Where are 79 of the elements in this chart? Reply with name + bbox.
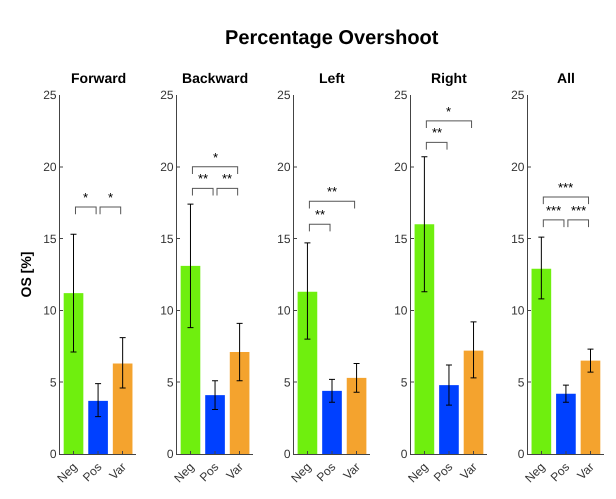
y-tick-label: 20 [43,160,57,174]
y-tick-label: 10 [43,304,57,318]
y-tick-label: 5 [518,375,525,390]
y-tick-label: 25 [277,88,291,102]
x-tick-label: Neg [54,460,80,486]
x-tick-label: Var [574,460,597,482]
annotation: ** [327,184,338,199]
chart-title: Left [319,70,345,86]
bar [322,390,342,454]
y-tick-label: 15 [160,232,174,246]
chart-title: Forward [71,70,126,86]
y-tick-label: 15 [511,232,525,246]
annotation: ** [198,171,208,186]
bar [112,364,132,454]
y-tick-label: 15 [43,232,57,246]
y-tick-label: 15 [394,232,408,246]
x-tick-label: Pos [314,460,338,484]
annotation: ** [315,207,326,222]
annotation: *** [558,180,574,195]
x-tick-label: Pos [548,460,572,484]
y-tick-label: 5 [166,375,174,390]
bar [414,224,434,454]
y-tick-label: 25 [394,88,408,102]
x-tick-label: Pos [430,460,456,484]
bar [64,293,84,454]
annotation: * [83,190,88,205]
bar [439,385,459,454]
annotation: * [213,150,218,165]
y-tick-label: 20 [160,160,174,174]
chart-title: Backward [182,70,248,86]
annotation: *** [546,203,562,218]
x-tick-label: Neg [405,460,431,486]
y-tick-label: 0 [284,447,291,462]
x-tick-label: Var [340,460,363,482]
y-tick-label: 10 [160,304,174,318]
y-tick-label: 0 [166,447,174,462]
y-tick-label: 0 [50,447,57,462]
x-tick-label: Neg [288,460,314,486]
y-tick-label: 20 [394,160,408,174]
bar [346,378,366,454]
annotation: * [108,190,114,205]
chart-title: Right [431,70,468,86]
annotation: ** [432,125,442,140]
y-tick-label: 10 [277,304,291,318]
bar [205,395,225,454]
bar [230,352,250,454]
y-tick-label: 0 [400,447,408,462]
y-tick-label: 5 [284,375,291,390]
annotation: *** [571,203,586,218]
y-tick-label: 5 [50,375,57,390]
x-tick-label: Var [106,460,130,482]
x-tick-label: Pos [80,460,104,484]
y-axis-title: OS [%] [18,252,34,298]
bar [88,400,108,454]
x-tick-label: Neg [522,460,548,486]
bar [180,266,200,454]
bar [532,268,552,454]
x-tick-label: Neg [171,460,197,486]
y-tick-label: 15 [277,232,291,246]
y-tick-label: 25 [160,88,174,102]
y-tick-label: 10 [511,304,525,318]
y-tick-label: 10 [394,304,408,318]
annotation: ** [222,171,232,186]
bar [556,394,576,454]
y-tick-label: 20 [277,160,291,174]
x-tick-label: Pos [196,460,222,484]
y-tick-label: 20 [511,160,525,174]
text: Percentage Overshoot [225,27,439,49]
y-tick-label: 0 [518,447,525,462]
bar [464,350,484,454]
bar [580,360,600,454]
y-tick-label: 5 [400,375,408,390]
bar [298,292,318,454]
x-tick-label: Var [223,460,246,482]
x-tick-label: Var [457,460,480,482]
y-tick-label: 25 [43,88,57,102]
y-tick-label: 25 [511,88,525,102]
annotation: * [446,104,452,119]
chart-title: All [557,70,575,86]
